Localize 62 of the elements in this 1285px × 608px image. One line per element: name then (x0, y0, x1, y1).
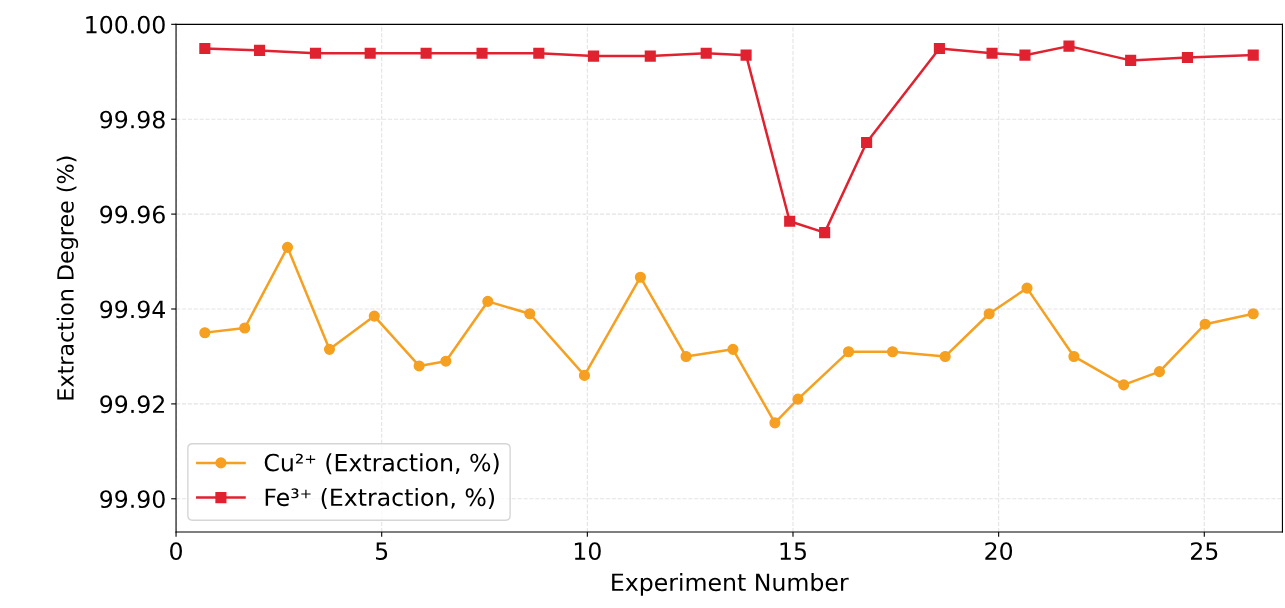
point (482, 295, 494, 307)
x-tick-label: 10 (574, 542, 601, 560)
point (1063, 40, 1075, 52)
x-tick-label: 25 (1190, 542, 1218, 560)
point (861, 136, 873, 149)
point (933, 42, 945, 55)
point (740, 49, 752, 61)
legend-label: Fe³⁺ (Extraction, %) (265, 487, 495, 509)
point (986, 47, 998, 59)
point (1199, 318, 1211, 330)
y-tick-label: 99.90 (100, 490, 165, 509)
point (886, 346, 899, 358)
point (239, 322, 251, 334)
point (1068, 350, 1080, 363)
point (784, 215, 796, 227)
point (819, 227, 831, 239)
y-tick-label: 99.94 (100, 300, 165, 319)
point (700, 47, 712, 59)
point (1019, 49, 1031, 61)
y-axis-title: Extraction Degree (%) (56, 156, 79, 400)
point (680, 350, 692, 363)
point (769, 417, 781, 429)
y-tick-label: 99.92 (100, 395, 164, 414)
point (644, 50, 656, 62)
y-tick-label: 99.96 (100, 205, 165, 224)
point (420, 47, 432, 59)
point (1021, 282, 1033, 294)
point (578, 369, 591, 381)
point (983, 308, 995, 320)
point (1181, 51, 1193, 64)
point (199, 42, 211, 55)
point (1125, 54, 1137, 66)
legend-label: Cu²⁺ (Extraction, %) (264, 453, 499, 475)
x-tick-label: 15 (780, 542, 806, 560)
x-axis-title: Experiment Number (612, 572, 849, 596)
point (476, 47, 488, 59)
point (413, 360, 425, 372)
point (587, 50, 600, 62)
point (939, 350, 951, 363)
point (1153, 366, 1166, 378)
x-tick-label: 5 (376, 542, 388, 560)
y-tick-label: 100.00 (86, 15, 165, 34)
point (440, 355, 452, 367)
point (533, 47, 545, 59)
point (281, 241, 294, 253)
point (524, 308, 536, 320)
point (368, 310, 380, 322)
point (199, 327, 211, 339)
point (634, 271, 646, 283)
y-tick-label: 99.98 (100, 110, 165, 129)
point (323, 343, 336, 355)
point (1118, 379, 1130, 391)
point (1247, 308, 1259, 320)
point (364, 47, 376, 59)
point (309, 47, 322, 59)
x-tick-label: 0 (170, 542, 182, 560)
point (792, 393, 804, 405)
point (727, 343, 739, 355)
point (1247, 49, 1259, 61)
point (842, 346, 855, 358)
x-tick-label: 20 (985, 542, 1013, 560)
point (253, 44, 266, 56)
